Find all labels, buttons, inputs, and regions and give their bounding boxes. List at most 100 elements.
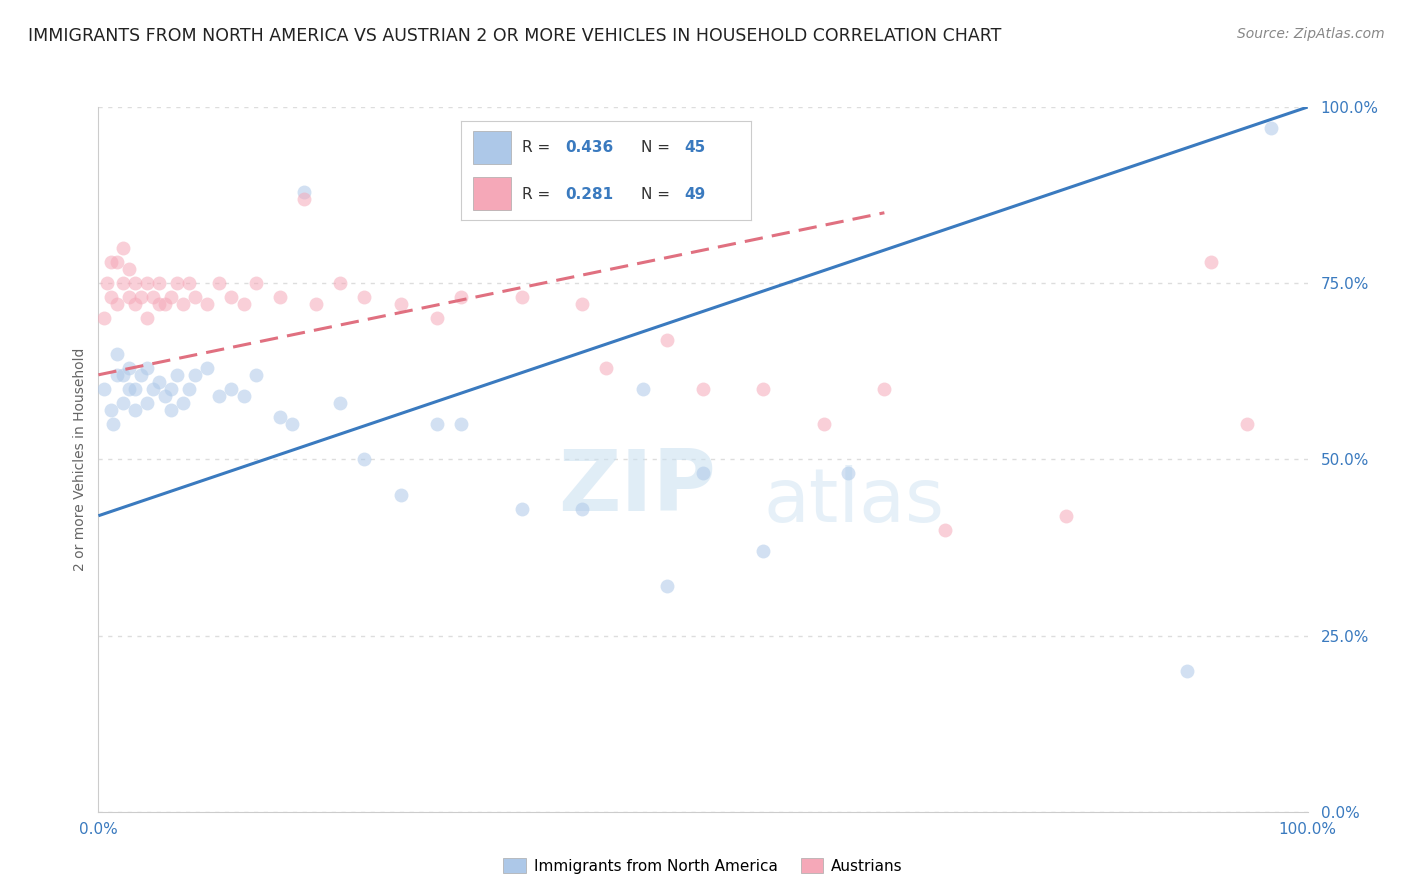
Point: [124, 382, 146, 396]
Point: [160, 290, 183, 304]
Point: [655, 333, 678, 347]
Point: [389, 487, 412, 501]
Point: [655, 579, 678, 593]
Point: [1199, 255, 1222, 269]
Point: [105, 297, 128, 311]
Point: [111, 368, 134, 382]
Point: [389, 297, 412, 311]
Point: [692, 382, 714, 396]
Point: [100, 403, 122, 417]
Point: [232, 297, 254, 311]
Point: [93, 382, 115, 396]
Point: [631, 382, 654, 396]
Point: [172, 396, 194, 410]
Point: [111, 396, 134, 410]
Point: [105, 346, 128, 360]
Point: [129, 368, 152, 382]
Point: [752, 544, 775, 558]
Point: [595, 360, 617, 375]
Point: [1236, 417, 1258, 431]
Point: [118, 382, 141, 396]
Point: [232, 389, 254, 403]
Point: [111, 277, 134, 291]
Point: [124, 277, 146, 291]
Point: [813, 417, 835, 431]
Text: IMMIGRANTS FROM NORTH AMERICA VS AUSTRIAN 2 OR MORE VEHICLES IN HOUSEHOLD CORREL: IMMIGRANTS FROM NORTH AMERICA VS AUSTRIA…: [28, 27, 1001, 45]
Point: [752, 382, 775, 396]
Point: [1175, 664, 1198, 678]
Point: [160, 382, 183, 396]
Point: [353, 452, 375, 467]
Point: [208, 389, 231, 403]
Point: [179, 382, 201, 396]
Point: [135, 311, 157, 326]
Point: [245, 277, 267, 291]
Point: [129, 290, 152, 304]
Point: [105, 368, 128, 382]
Point: [172, 297, 194, 311]
Point: [1054, 508, 1077, 523]
Point: [208, 277, 231, 291]
Point: [571, 501, 593, 516]
Point: [873, 382, 896, 396]
Point: [135, 396, 157, 410]
Point: [195, 360, 218, 375]
Point: [1260, 121, 1282, 136]
Point: [245, 368, 267, 382]
Point: [124, 403, 146, 417]
Point: [329, 277, 352, 291]
Point: [148, 277, 170, 291]
Point: [221, 382, 243, 396]
Point: [934, 523, 956, 537]
Point: [142, 382, 165, 396]
Point: [124, 297, 146, 311]
Point: [692, 467, 714, 481]
Point: [450, 417, 472, 431]
Point: [96, 277, 118, 291]
Point: [166, 277, 188, 291]
Point: [153, 389, 176, 403]
Point: [105, 255, 128, 269]
Point: [118, 290, 141, 304]
Point: [118, 262, 141, 277]
Text: atlas: atlas: [763, 465, 945, 538]
Point: [142, 290, 165, 304]
Point: [135, 277, 157, 291]
Point: [510, 501, 533, 516]
Point: [111, 241, 134, 255]
Point: [135, 360, 157, 375]
Point: [329, 396, 352, 410]
Point: [292, 185, 315, 199]
Point: [281, 417, 304, 431]
Point: [93, 311, 115, 326]
Point: [269, 290, 291, 304]
Point: [221, 290, 243, 304]
Point: [166, 368, 188, 382]
Point: [571, 297, 593, 311]
Point: [353, 290, 375, 304]
Text: ZIP: ZIP: [558, 446, 716, 529]
Point: [269, 410, 291, 425]
Point: [153, 297, 176, 311]
Point: [179, 277, 201, 291]
Point: [184, 368, 207, 382]
Point: [305, 297, 328, 311]
Point: [160, 403, 183, 417]
Point: [426, 417, 449, 431]
Point: [118, 360, 141, 375]
Point: [837, 467, 859, 481]
Legend: Immigrants from North America, Austrians: Immigrants from North America, Austrians: [498, 852, 908, 880]
Point: [292, 192, 315, 206]
Point: [450, 290, 472, 304]
Y-axis label: 2 or more Vehicles in Household: 2 or more Vehicles in Household: [73, 348, 87, 571]
Point: [195, 297, 218, 311]
Point: [148, 375, 170, 389]
Point: [510, 290, 533, 304]
Point: [101, 417, 124, 431]
Point: [148, 297, 170, 311]
Point: [184, 290, 207, 304]
Point: [100, 255, 122, 269]
Point: [426, 311, 449, 326]
Text: Source: ZipAtlas.com: Source: ZipAtlas.com: [1237, 27, 1385, 41]
Point: [100, 290, 122, 304]
